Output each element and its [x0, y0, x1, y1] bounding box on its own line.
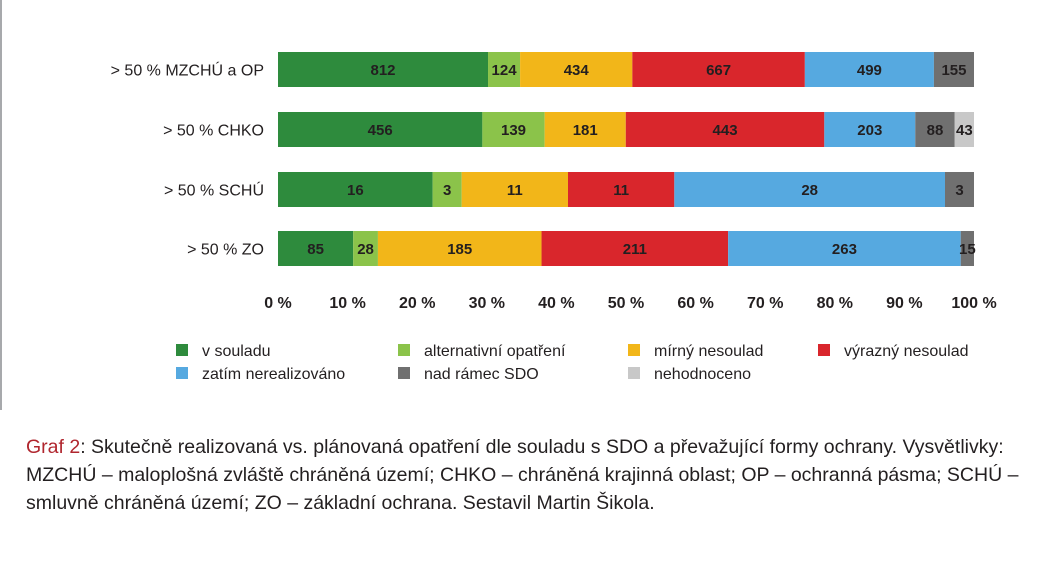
x-axis-ticks: 0 % 10 % 20 % 30 % 40 % 50 % 60 % 70 % 80 % 90 % 1… [264, 295, 996, 312]
legend-swatch [628, 367, 640, 379]
category-labels: > 50 % MZCHÚ a OP > 50 % CHKO > 50 % SCHÚ >… [111, 61, 264, 259]
x-tick-label: 40 % [538, 295, 574, 312]
bars: 812 124 434 667 499 155 456 139 181 443 203 88 43 16 3… [278, 52, 976, 266]
bar-segment [568, 172, 675, 207]
legend-label: mírný nesoulad [654, 343, 763, 360]
x-tick-label: 50 % [608, 295, 644, 312]
data-label: 185 [447, 241, 472, 258]
data-label: 667 [706, 62, 731, 79]
x-tick-label: 80 % [817, 295, 853, 312]
x-tick-label: 90 % [886, 295, 922, 312]
data-label: 443 [713, 122, 738, 139]
bar-segment [353, 231, 378, 266]
bar-segment [520, 52, 633, 87]
bar-segment [632, 52, 805, 87]
bar-segment [488, 52, 521, 87]
data-label: 203 [857, 122, 882, 139]
legend-label: nad rámec SDO [424, 366, 539, 383]
legend-label: alternativní opatření [424, 343, 566, 360]
bar-segment [278, 112, 483, 147]
category-label: > 50 % CHKO [163, 123, 264, 140]
data-label: 211 [623, 241, 647, 258]
legend-swatch [398, 344, 410, 356]
bar-segment [824, 112, 916, 147]
legend-label: zatím nerealizováno [202, 366, 345, 383]
data-label: 263 [832, 241, 857, 258]
data-label: 16 [347, 182, 364, 199]
bar-segment [674, 172, 945, 207]
legend-swatch [818, 344, 830, 356]
data-label: 43 [956, 122, 973, 139]
x-tick-label: 20 % [399, 295, 435, 312]
bar-segment [728, 231, 961, 266]
bar-segment [278, 172, 433, 207]
data-label: 3 [443, 182, 451, 199]
data-label: 181 [573, 122, 598, 139]
legend-swatch [176, 367, 188, 379]
data-label: 434 [564, 62, 590, 79]
x-tick-label: 10 % [329, 295, 365, 312]
data-label: 28 [357, 241, 374, 258]
legend-label: nehodnoceno [654, 366, 751, 383]
bar-segment [278, 52, 489, 87]
legend-label: výrazný nesoulad [844, 343, 969, 360]
data-label: 28 [801, 182, 818, 199]
x-tick-label: 30 % [469, 295, 505, 312]
bar-segment [915, 112, 955, 147]
caption-text: : Skutečně realizovaná vs. plánovaná opa… [26, 436, 1019, 514]
data-label: 139 [501, 122, 526, 139]
bar-segment [482, 112, 545, 147]
category-label: > 50 % MZCHÚ a OP [111, 61, 264, 80]
data-label: 456 [368, 122, 393, 139]
bar-segment [432, 172, 462, 207]
legend-label: v souladu [202, 343, 271, 360]
x-tick-label: 60 % [677, 295, 713, 312]
bar-segment [945, 172, 974, 207]
frame-line [0, 0, 2, 410]
bar-segment [960, 231, 974, 266]
caption-label: Graf 2 [26, 436, 81, 458]
bar-segment [544, 112, 626, 147]
x-tick-label: 70 % [747, 295, 783, 312]
bar-segment [278, 231, 354, 266]
bar-segment [541, 231, 729, 266]
data-label: 88 [927, 122, 944, 139]
data-label: 11 [507, 182, 523, 199]
bar-segment [954, 112, 974, 147]
data-label: 85 [307, 241, 324, 258]
data-label: 499 [857, 62, 882, 79]
data-label: 3 [955, 182, 963, 199]
figure-caption: Graf 2: Skutečně realizovaná vs. plánova… [26, 433, 1036, 517]
category-label: > 50 % SCHÚ [164, 181, 264, 200]
bar-segment [625, 112, 825, 147]
stacked-bar-chart: > 50 % MZCHÚ a OP > 50 % CHKO > 50 % SCHÚ >… [111, 52, 997, 383]
data-label: 812 [370, 62, 395, 79]
data-label: 11 [613, 182, 629, 199]
bar-segment [804, 52, 934, 87]
data-label: 15 [959, 241, 976, 258]
legend: v souladu alternativní opatření mírný neso… [176, 343, 969, 383]
bar-segment [377, 231, 542, 266]
legend-swatch [398, 367, 410, 379]
legend-swatch [628, 344, 640, 356]
data-label: 155 [941, 62, 966, 79]
bar-segment [461, 172, 568, 207]
data-label: 124 [492, 62, 518, 79]
x-tick-label: 0 % [264, 295, 292, 312]
x-tick-label: 100 % [951, 295, 996, 312]
category-label: > 50 % ZO [187, 242, 264, 259]
legend-swatch [176, 344, 188, 356]
bar-segment [933, 52, 974, 87]
